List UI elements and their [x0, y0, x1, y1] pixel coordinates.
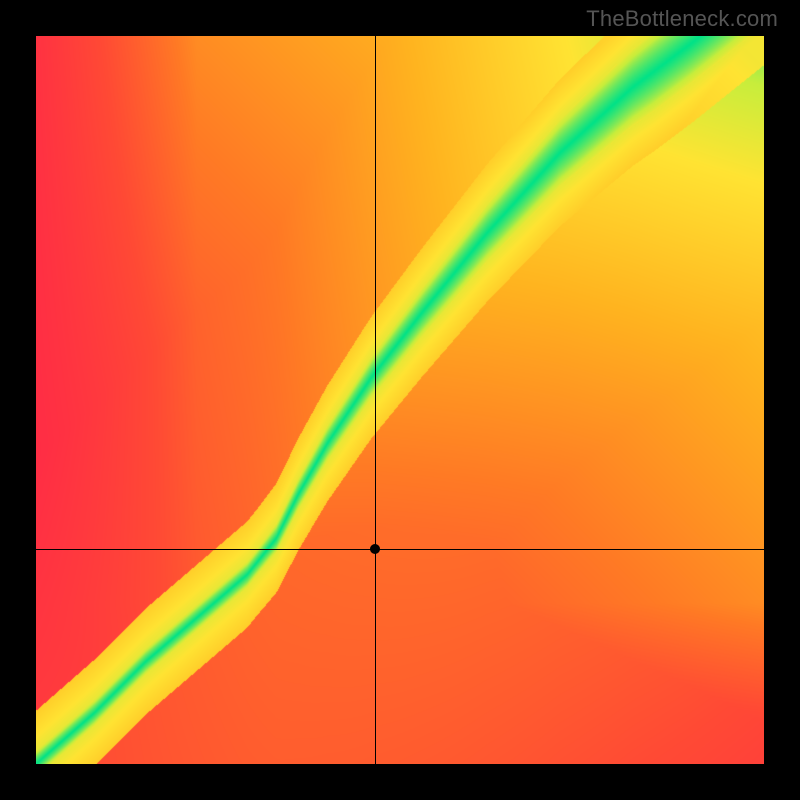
- chart-container: TheBottleneck.com: [0, 0, 800, 800]
- bottleneck-heatmap: [36, 36, 764, 764]
- watermark-text: TheBottleneck.com: [586, 6, 778, 32]
- heatmap-canvas: [36, 36, 764, 764]
